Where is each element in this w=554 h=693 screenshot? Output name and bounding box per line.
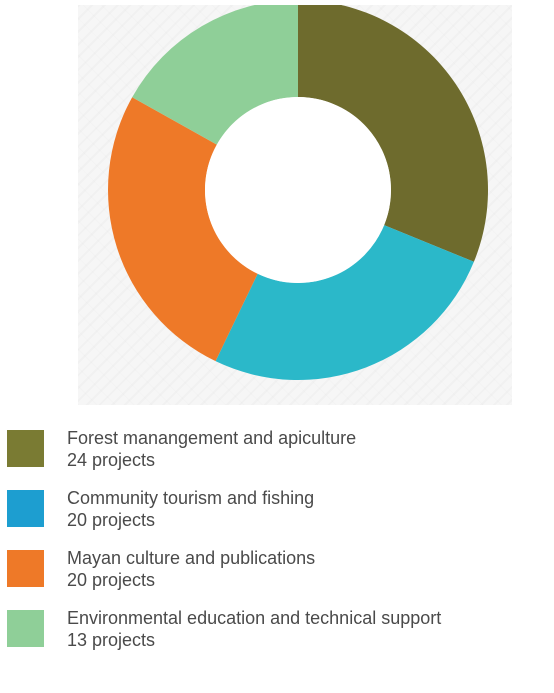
- legend-label-forest: Forest manangement and apiculture: [67, 428, 357, 448]
- legend-item-tourism: Community tourism and fishing 20 project…: [0, 478, 554, 538]
- legend-swatch-forest: [7, 430, 44, 467]
- legend-text-tourism: Community tourism and fishing 20 project…: [67, 487, 314, 531]
- legend-label-mayan: Mayan culture and publications: [67, 548, 316, 568]
- legend-item-mayan: Mayan culture and publications 20 projec…: [0, 538, 554, 598]
- legend-value-tourism: 20 projects: [67, 510, 156, 530]
- donut-slice-education: [132, 5, 298, 145]
- legend-label-education: Environmental education and technical su…: [67, 608, 442, 628]
- legend-swatch-mayan: [7, 550, 44, 587]
- legend-swatch-tourism: [7, 490, 44, 527]
- legend-item-education: Environmental education and technical su…: [0, 598, 554, 658]
- donut-chart: [108, 5, 488, 380]
- legend-value-forest: 24 projects: [67, 450, 156, 470]
- legend-label-tourism: Community tourism and fishing: [67, 488, 315, 508]
- legend-text-mayan: Mayan culture and publications 20 projec…: [67, 547, 315, 591]
- donut-slice-mayan: [108, 97, 258, 362]
- legend-text-education: Environmental education and technical su…: [67, 607, 441, 651]
- donut-slice-forest: [298, 5, 488, 262]
- donut-hole: [205, 97, 391, 283]
- donut-chart-area: [78, 5, 512, 405]
- legend-swatch-education: [7, 610, 44, 647]
- legend-value-education: 13 projects: [67, 630, 156, 650]
- donut-slice-tourism: [215, 225, 474, 380]
- legend-text-forest: Forest manangement and apiculture 24 pro…: [67, 427, 356, 471]
- legend-value-mayan: 20 projects: [67, 570, 156, 590]
- legend-item-forest: Forest manangement and apiculture 24 pro…: [0, 418, 554, 478]
